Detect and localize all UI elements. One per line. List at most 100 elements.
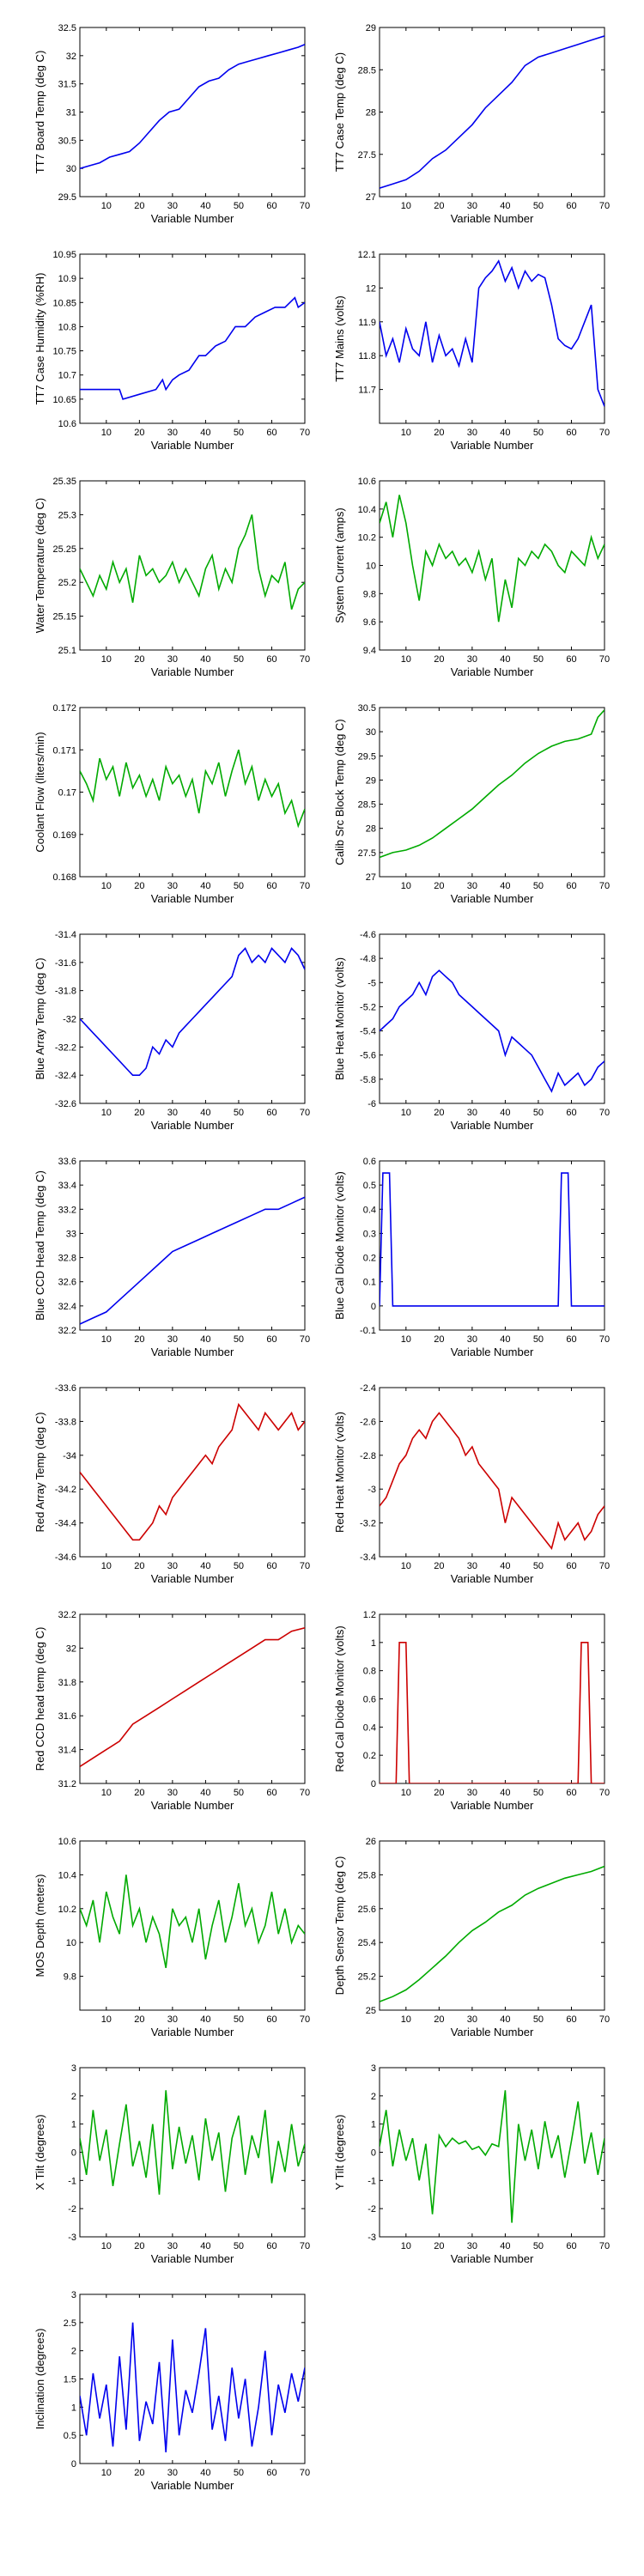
series-line bbox=[80, 1627, 305, 1767]
series-line bbox=[380, 1172, 605, 1307]
y-axis-label: Inclination (degrees) bbox=[33, 2329, 46, 2430]
y-tick-label: 32.4 bbox=[58, 1302, 76, 1312]
x-tick-label: 30 bbox=[467, 1788, 477, 1798]
y-tick-label: 0 bbox=[71, 2459, 76, 2470]
x-tick-label: 10 bbox=[101, 881, 112, 891]
x-tick-label: 50 bbox=[533, 881, 544, 891]
x-tick-label: 50 bbox=[533, 428, 544, 438]
series-line bbox=[380, 969, 605, 1093]
x-tick-label: 40 bbox=[500, 654, 510, 665]
x-tick-label: 30 bbox=[167, 2014, 178, 2025]
y-tick-label: 29 bbox=[366, 775, 376, 786]
y-tick-label: 25 bbox=[366, 2006, 376, 2016]
x-tick-label: 50 bbox=[533, 201, 544, 211]
y-tick-label: 25.25 bbox=[52, 544, 76, 555]
x-tick-label: 60 bbox=[266, 1788, 276, 1798]
x-tick-label: 10 bbox=[401, 1788, 411, 1798]
x-tick-label: 60 bbox=[266, 1561, 276, 1571]
x-tick-label: 50 bbox=[234, 201, 244, 211]
y-tick-label: -6 bbox=[368, 1099, 376, 1109]
series-line bbox=[380, 1642, 605, 1783]
x-axis-label: Variable Number bbox=[151, 892, 234, 905]
x-axis-label: Variable Number bbox=[451, 1119, 534, 1132]
x-tick-label: 20 bbox=[134, 2241, 144, 2251]
x-tick-label: 20 bbox=[134, 881, 144, 891]
x-tick-label: 30 bbox=[167, 201, 178, 211]
y-tick-label: 25.2 bbox=[58, 578, 76, 588]
subplot-8: 30.5 30 29.5 29 28.5 28 27.5 27 10 20 30 40 50 60 70 Va… bbox=[333, 703, 610, 905]
series-line bbox=[80, 514, 305, 610]
x-tick-label: 30 bbox=[467, 1108, 477, 1118]
y-tick-label: 25.4 bbox=[358, 1938, 376, 1948]
series-line bbox=[380, 709, 605, 859]
y-tick-label: 10.2 bbox=[358, 533, 376, 544]
series-line bbox=[380, 1865, 605, 2002]
subplot-1: 32.5 32 31.5 31 30.5 30 29.5 10 20 30 40 50 60 70 Vari… bbox=[33, 23, 310, 225]
y-tick-label: -31.6 bbox=[55, 958, 76, 969]
y-tick-label: -5.4 bbox=[360, 1027, 376, 1037]
x-tick-label: 70 bbox=[599, 2241, 610, 2251]
y-tick-label: 1 bbox=[71, 2403, 76, 2413]
y-tick-label: 30.5 bbox=[58, 136, 76, 146]
y-tick-label: 11.7 bbox=[358, 386, 376, 396]
y-tick-label: -0.1 bbox=[360, 1326, 376, 1336]
x-axis-label: Variable Number bbox=[451, 665, 534, 678]
x-tick-label: 40 bbox=[200, 201, 210, 211]
x-tick-label: 10 bbox=[401, 1561, 411, 1571]
x-tick-label: 10 bbox=[401, 428, 411, 438]
y-tick-label: 32 bbox=[66, 1643, 76, 1654]
y-tick-label: 2 bbox=[371, 2092, 376, 2102]
x-axis-label: Variable Number bbox=[151, 2026, 234, 2038]
subplot-11: 33.6 33.4 33.2 33 32.8 32.6 32.4 32.2 10 20 30 40 50… bbox=[33, 1157, 310, 1358]
y-tick-label: -4.6 bbox=[360, 930, 376, 940]
x-tick-label: 70 bbox=[300, 428, 310, 438]
x-tick-label: 20 bbox=[434, 1334, 444, 1345]
y-tick-label: -5 bbox=[368, 978, 376, 988]
y-tick-label: 10.4 bbox=[358, 505, 376, 515]
y-tick-label: 0 bbox=[71, 2148, 76, 2159]
y-tick-label: 26 bbox=[366, 1837, 376, 1847]
x-tick-label: 40 bbox=[500, 881, 510, 891]
x-tick-label: 20 bbox=[434, 2014, 444, 2025]
y-tick-label: -31.4 bbox=[55, 930, 76, 940]
x-tick-label: 70 bbox=[599, 1788, 610, 1798]
x-tick-label: 60 bbox=[566, 428, 576, 438]
y-tick-label: 28.5 bbox=[358, 65, 376, 76]
x-axis-label: Variable Number bbox=[451, 439, 534, 452]
y-tick-label: -2.4 bbox=[360, 1383, 376, 1394]
series-line bbox=[80, 1402, 305, 1541]
x-tick-label: 70 bbox=[599, 654, 610, 665]
y-tick-label: -5.2 bbox=[360, 1002, 376, 1012]
x-tick-label: 60 bbox=[566, 2014, 576, 2025]
x-tick-label: 70 bbox=[599, 201, 610, 211]
y-tick-label: 0.169 bbox=[52, 830, 76, 841]
subplot-4: 12.1 12 11.9 11.8 11.7 10 20 30 40 50 60 70 Variable… bbox=[333, 250, 610, 452]
y-tick-label: -3.2 bbox=[360, 1519, 376, 1529]
y-tick-label: -1 bbox=[368, 2176, 376, 2186]
y-tick-label: -34.4 bbox=[55, 1519, 76, 1529]
y-tick-label: 1 bbox=[71, 2120, 76, 2130]
x-tick-label: 40 bbox=[200, 1788, 210, 1798]
y-axis-label: TT7 Case Temp (deg C) bbox=[333, 52, 346, 172]
y-tick-label: 25.6 bbox=[358, 1905, 376, 1915]
x-axis-label: Variable Number bbox=[151, 212, 234, 225]
x-tick-label: 30 bbox=[467, 2241, 477, 2251]
y-tick-label: 0.171 bbox=[52, 745, 76, 756]
subplot-7: 0.172 0.171 0.17 0.169 0.168 10 20 30 40 50 60 70 Va… bbox=[33, 703, 310, 905]
y-tick-label: 0.1 bbox=[363, 1278, 376, 1288]
y-tick-label: 33 bbox=[66, 1229, 76, 1239]
x-tick-label: 50 bbox=[234, 2014, 244, 2025]
x-axis-label: Variable Number bbox=[151, 2252, 234, 2265]
plot-frame bbox=[379, 2067, 605, 2238]
x-tick-label: 10 bbox=[401, 2014, 411, 2025]
y-axis-label: Y Tilt (degrees) bbox=[333, 2115, 346, 2190]
x-tick-label: 60 bbox=[566, 2241, 576, 2251]
plot-frame bbox=[379, 707, 605, 878]
x-tick-label: 30 bbox=[167, 1108, 178, 1118]
y-tick-label: 28.5 bbox=[358, 800, 376, 811]
series-line bbox=[80, 2322, 305, 2452]
x-axis-label: Variable Number bbox=[451, 1572, 534, 1585]
x-axis-label: Variable Number bbox=[151, 1119, 234, 1132]
y-tick-label: -32.4 bbox=[55, 1071, 76, 1081]
